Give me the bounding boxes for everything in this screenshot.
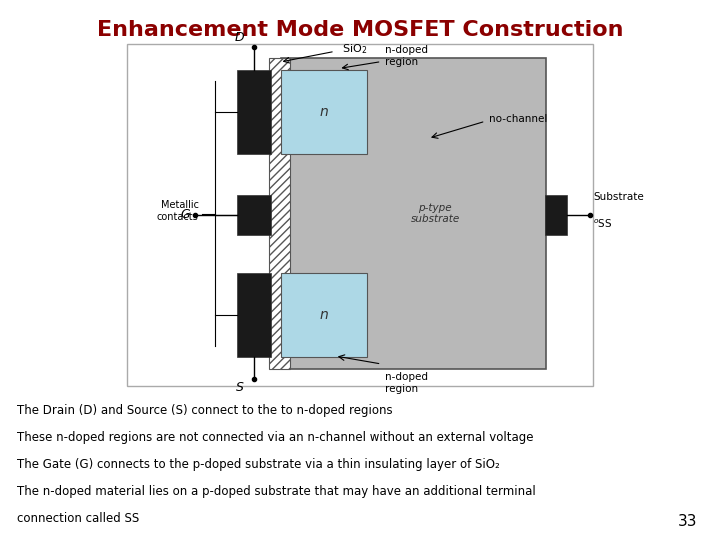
Text: connection called SS: connection called SS [17, 512, 140, 525]
Bar [237, 70, 271, 154]
Bar [237, 195, 271, 235]
Text: G: G [181, 208, 190, 221]
Text: D: D [235, 31, 244, 44]
Bar [281, 58, 546, 369]
Text: Metallic
contacts: Metallic contacts [157, 200, 199, 222]
Text: no-channel: no-channel [489, 113, 547, 124]
Text: n-doped
region: n-doped region [385, 45, 428, 67]
Text: Enhancement Mode MOSFET Construction: Enhancement Mode MOSFET Construction [96, 20, 624, 40]
Text: The n-doped material lies on a p-doped substrate that may have an additional ter: The n-doped material lies on a p-doped s… [17, 485, 536, 498]
Text: S: S [235, 381, 243, 394]
Text: These n-doped regions are not connected via an n-channel without an external vol: These n-doped regions are not connected … [17, 431, 534, 444]
Text: n: n [320, 105, 328, 119]
Text: n: n [320, 308, 328, 322]
Text: p-type
substrate: p-type substrate [410, 203, 460, 225]
Text: The Drain (D) and Source (S) connect to the to n-doped regions: The Drain (D) and Source (S) connect to … [17, 404, 393, 417]
Bar [269, 58, 290, 369]
Bar [281, 273, 367, 357]
Text: SiO$_2$: SiO$_2$ [342, 42, 367, 56]
Text: The Gate (G) connects to the p-doped substrate via a thin insulating layer of Si: The Gate (G) connects to the p-doped sub… [17, 458, 500, 471]
Text: n-doped
region: n-doped region [385, 372, 428, 394]
Bar [545, 195, 567, 235]
Text: $^{o}$SS: $^{o}$SS [593, 218, 613, 230]
Bar [281, 70, 367, 154]
Text: 33: 33 [678, 514, 697, 529]
Text: Substrate: Substrate [593, 192, 644, 201]
Bar [127, 44, 593, 386]
Bar [237, 273, 271, 357]
